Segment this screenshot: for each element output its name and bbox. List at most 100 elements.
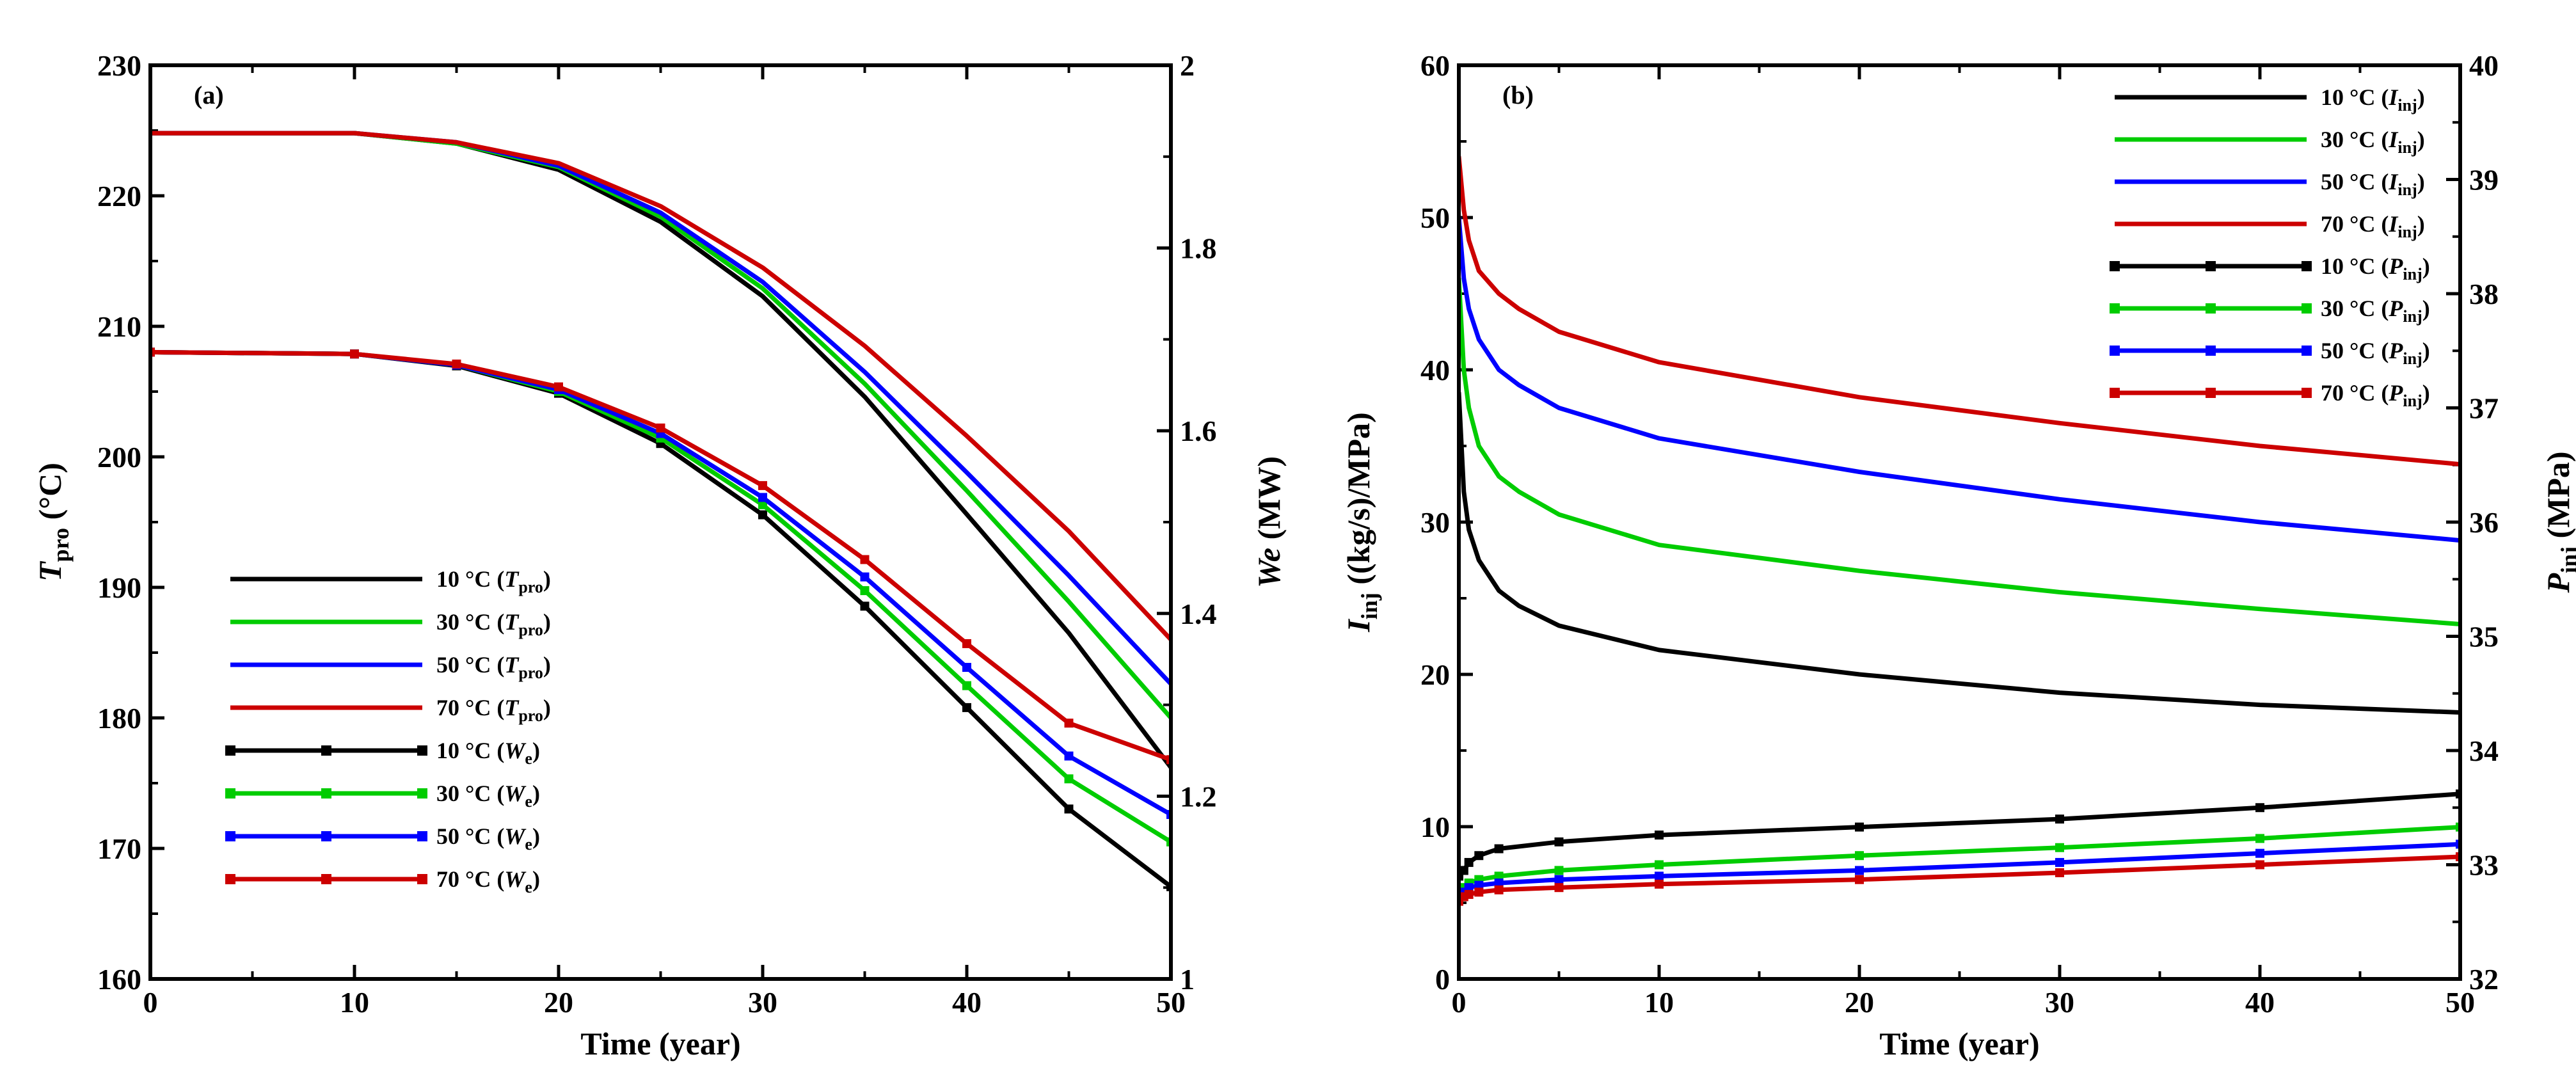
- x-tick-label: 20: [1845, 986, 1874, 1019]
- data-point: [1494, 844, 1504, 854]
- x-tick-label: 40: [2245, 986, 2275, 1019]
- data-point: [860, 586, 870, 596]
- legend-marker: [417, 788, 427, 799]
- legend-marker: [417, 745, 427, 756]
- legend-label: 70 °C (We): [436, 866, 540, 896]
- series-group: [150, 131, 1171, 891]
- data-point: [1464, 883, 1474, 893]
- data-point: [2255, 834, 2264, 843]
- y2-tick-label: 36: [2469, 506, 2499, 539]
- legend-marker: [417, 874, 427, 884]
- series-line-w-70: [150, 349, 1171, 762]
- x-tick-label: 0: [143, 986, 158, 1019]
- data-point: [2055, 815, 2064, 824]
- legend-entry: 70 °C (Iinj): [2115, 211, 2425, 241]
- legend-entry: 10 °C (Pinj): [2110, 253, 2430, 283]
- data-point: [1855, 875, 1864, 884]
- y-tick-label: 20: [1420, 658, 1450, 691]
- legend-entry: 10 °C (Iinj): [2115, 84, 2425, 115]
- legend-entry: 30 °C (We): [225, 781, 540, 811]
- legend-label: 10 °C (Tpro): [436, 566, 551, 596]
- legend-marker: [2206, 346, 2216, 356]
- legend-marker: [321, 831, 331, 841]
- x-tick-label: 10: [1644, 986, 1674, 1019]
- data-point: [1554, 837, 1564, 847]
- y2-tick-label: 34: [2469, 735, 2499, 767]
- legend-label: 10 °C (Iinj): [2321, 84, 2425, 115]
- y-tick-label: 220: [97, 180, 141, 212]
- data-point: [2456, 789, 2460, 799]
- y2-tick-label: 2: [1180, 49, 1195, 82]
- legend-marker: [2206, 261, 2216, 271]
- legend-label: 70 °C (Pinj): [2321, 380, 2430, 410]
- y-tick-label: 190: [97, 571, 141, 604]
- legend-marker: [2206, 388, 2216, 398]
- y-tick-label: 210: [97, 310, 141, 343]
- legend-marker: [2302, 303, 2312, 314]
- data-point: [1166, 837, 1171, 847]
- legend: 10 °C (Tpro) 30 °C (Tpro) 50 °C (Tpro) 70 °…: [225, 566, 551, 896]
- legend-marker: [225, 831, 235, 841]
- x-tick-label: 30: [748, 986, 777, 1019]
- legend-marker: [2302, 346, 2312, 356]
- data-point: [1855, 866, 1864, 875]
- legend-marker: [2110, 346, 2120, 356]
- data-point: [1855, 822, 1864, 832]
- data-point: [1494, 885, 1504, 894]
- data-point: [1554, 875, 1564, 884]
- data-point: [758, 481, 767, 490]
- series-line-i-30: [1459, 276, 2460, 626]
- data-point: [758, 510, 767, 520]
- data-point: [1494, 871, 1504, 881]
- legend-marker: [321, 874, 331, 884]
- y2-tick-label: 38: [2469, 278, 2499, 310]
- y-tick-label: 30: [1420, 506, 1450, 539]
- data-point: [2456, 839, 2460, 849]
- data-point: [1064, 804, 1074, 814]
- legend-marker: [2302, 388, 2312, 398]
- x-tick-label: 30: [2045, 986, 2074, 1019]
- x-axis-title: Time (year): [580, 1026, 740, 1061]
- data-point: [350, 349, 359, 359]
- data-point: [2255, 803, 2264, 813]
- legend-label: 10 °C (We): [436, 738, 540, 768]
- legend-label: 50 °C (We): [436, 823, 540, 854]
- data-point: [1474, 880, 1484, 890]
- y-tick-label: 40: [1420, 354, 1450, 386]
- series-line-i-10: [1459, 390, 2460, 715]
- legend-entry: 50 °C (Tpro): [230, 652, 551, 682]
- data-point: [962, 681, 971, 690]
- legend-label: 50 °C (Pinj): [2321, 338, 2430, 368]
- data-point: [962, 663, 971, 672]
- y-tick-label: 170: [97, 832, 141, 865]
- y-tick-label: 60: [1420, 49, 1450, 82]
- data-point: [758, 493, 767, 502]
- y2-axis-title: Pinj (MPa): [2540, 451, 2576, 593]
- data-point: [1554, 866, 1564, 875]
- x-tick-label: 40: [952, 986, 982, 1019]
- legend-marker: [225, 874, 235, 884]
- legend-label: 30 °C (Iinj): [2321, 127, 2425, 157]
- legend-marker: [2110, 388, 2120, 398]
- y-axis-title: Tpro (°C): [32, 463, 74, 582]
- legend-entry: 50 °C (Pinj): [2110, 338, 2430, 368]
- legend-marker: [2302, 261, 2312, 271]
- series-line-i-70: [1459, 154, 2460, 467]
- legend-entry: 30 °C (Iinj): [2115, 127, 2425, 157]
- y-tick-label: 230: [97, 49, 141, 82]
- x-tick-label: 50: [1156, 986, 1186, 1019]
- plot-frame: [1457, 63, 2462, 981]
- data-point: [2055, 868, 2064, 877]
- data-point: [758, 500, 767, 509]
- y-tick-label: 200: [97, 441, 141, 473]
- series-group: [1459, 154, 2460, 906]
- x-tick-label: 50: [2445, 986, 2475, 1019]
- data-point: [1064, 751, 1074, 761]
- legend: 10 °C (Iinj) 30 °C (Iinj) 50 °C (Iinj) 70 °…: [2110, 84, 2430, 410]
- data-point: [1655, 831, 1664, 840]
- legend-label: 50 °C (Tpro): [436, 652, 551, 682]
- y-tick-label: 160: [97, 963, 141, 996]
- y2-tick-label: 33: [2469, 849, 2499, 882]
- y2-tick-label: 40: [2469, 49, 2499, 82]
